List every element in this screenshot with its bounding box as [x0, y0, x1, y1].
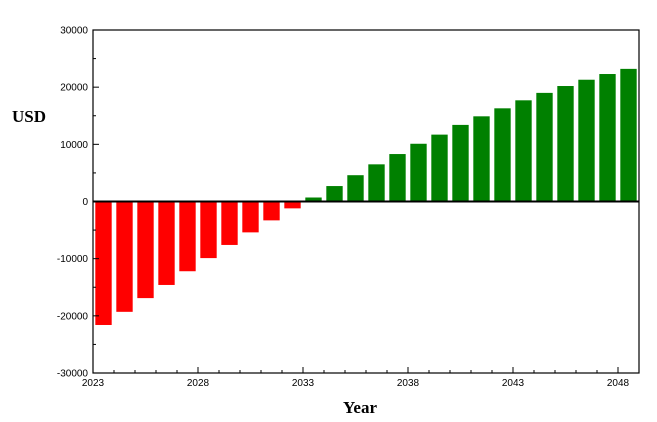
bar-2044 [536, 92, 553, 202]
bar-2036 [368, 164, 385, 202]
bar-2041 [473, 116, 490, 202]
y-tick-label: -30000 [57, 369, 89, 380]
bar-2046 [578, 79, 595, 202]
bar-2024 [116, 201, 133, 312]
bar-2040 [452, 124, 469, 202]
bar-2035 [347, 175, 364, 202]
y-axis-title: USD [12, 107, 46, 126]
x-axis-ticks: 2023 2028 2033 2038 2043 2048 [82, 367, 640, 389]
x-axis-title: Year [343, 398, 377, 417]
bar-2038 [410, 143, 427, 202]
bar-2031 [263, 201, 280, 221]
bar-2037 [389, 154, 406, 202]
y-tick-label: -20000 [57, 311, 89, 322]
bar-2047 [599, 74, 616, 202]
y-tick-label: 10000 [60, 140, 88, 151]
x-tick-label: 2023 [82, 378, 105, 389]
bar-2043 [515, 100, 532, 202]
bars-group [95, 68, 637, 325]
bar-2025 [137, 201, 154, 299]
y-tick-label: 20000 [60, 83, 88, 94]
bar-2027 [179, 201, 196, 272]
bar-2048 [620, 68, 637, 202]
bar-2029 [221, 201, 238, 245]
x-tick-label: 2048 [607, 378, 630, 389]
bar-2023 [95, 201, 112, 325]
x-tick-label: 2038 [397, 378, 420, 389]
x-tick-label: 2028 [187, 378, 210, 389]
bar-2028 [200, 201, 217, 259]
bar-2026 [158, 201, 175, 285]
y-tick-label: 30000 [60, 26, 88, 37]
bar-2042 [494, 108, 511, 202]
x-tick-label: 2033 [292, 378, 315, 389]
y-tick-label: 0 [82, 197, 88, 208]
bar-2045 [557, 86, 574, 202]
bar-2034 [326, 186, 343, 202]
y-tick-label: -10000 [57, 254, 89, 265]
bar-2030 [242, 201, 259, 233]
bar-2039 [431, 134, 448, 202]
bar-2033 [305, 197, 322, 202]
bar-2032 [284, 201, 301, 209]
y-axis-ticks: -30000 -20000 -10000 0 10000 20000 30000 [57, 26, 99, 380]
x-tick-label: 2043 [502, 378, 525, 389]
